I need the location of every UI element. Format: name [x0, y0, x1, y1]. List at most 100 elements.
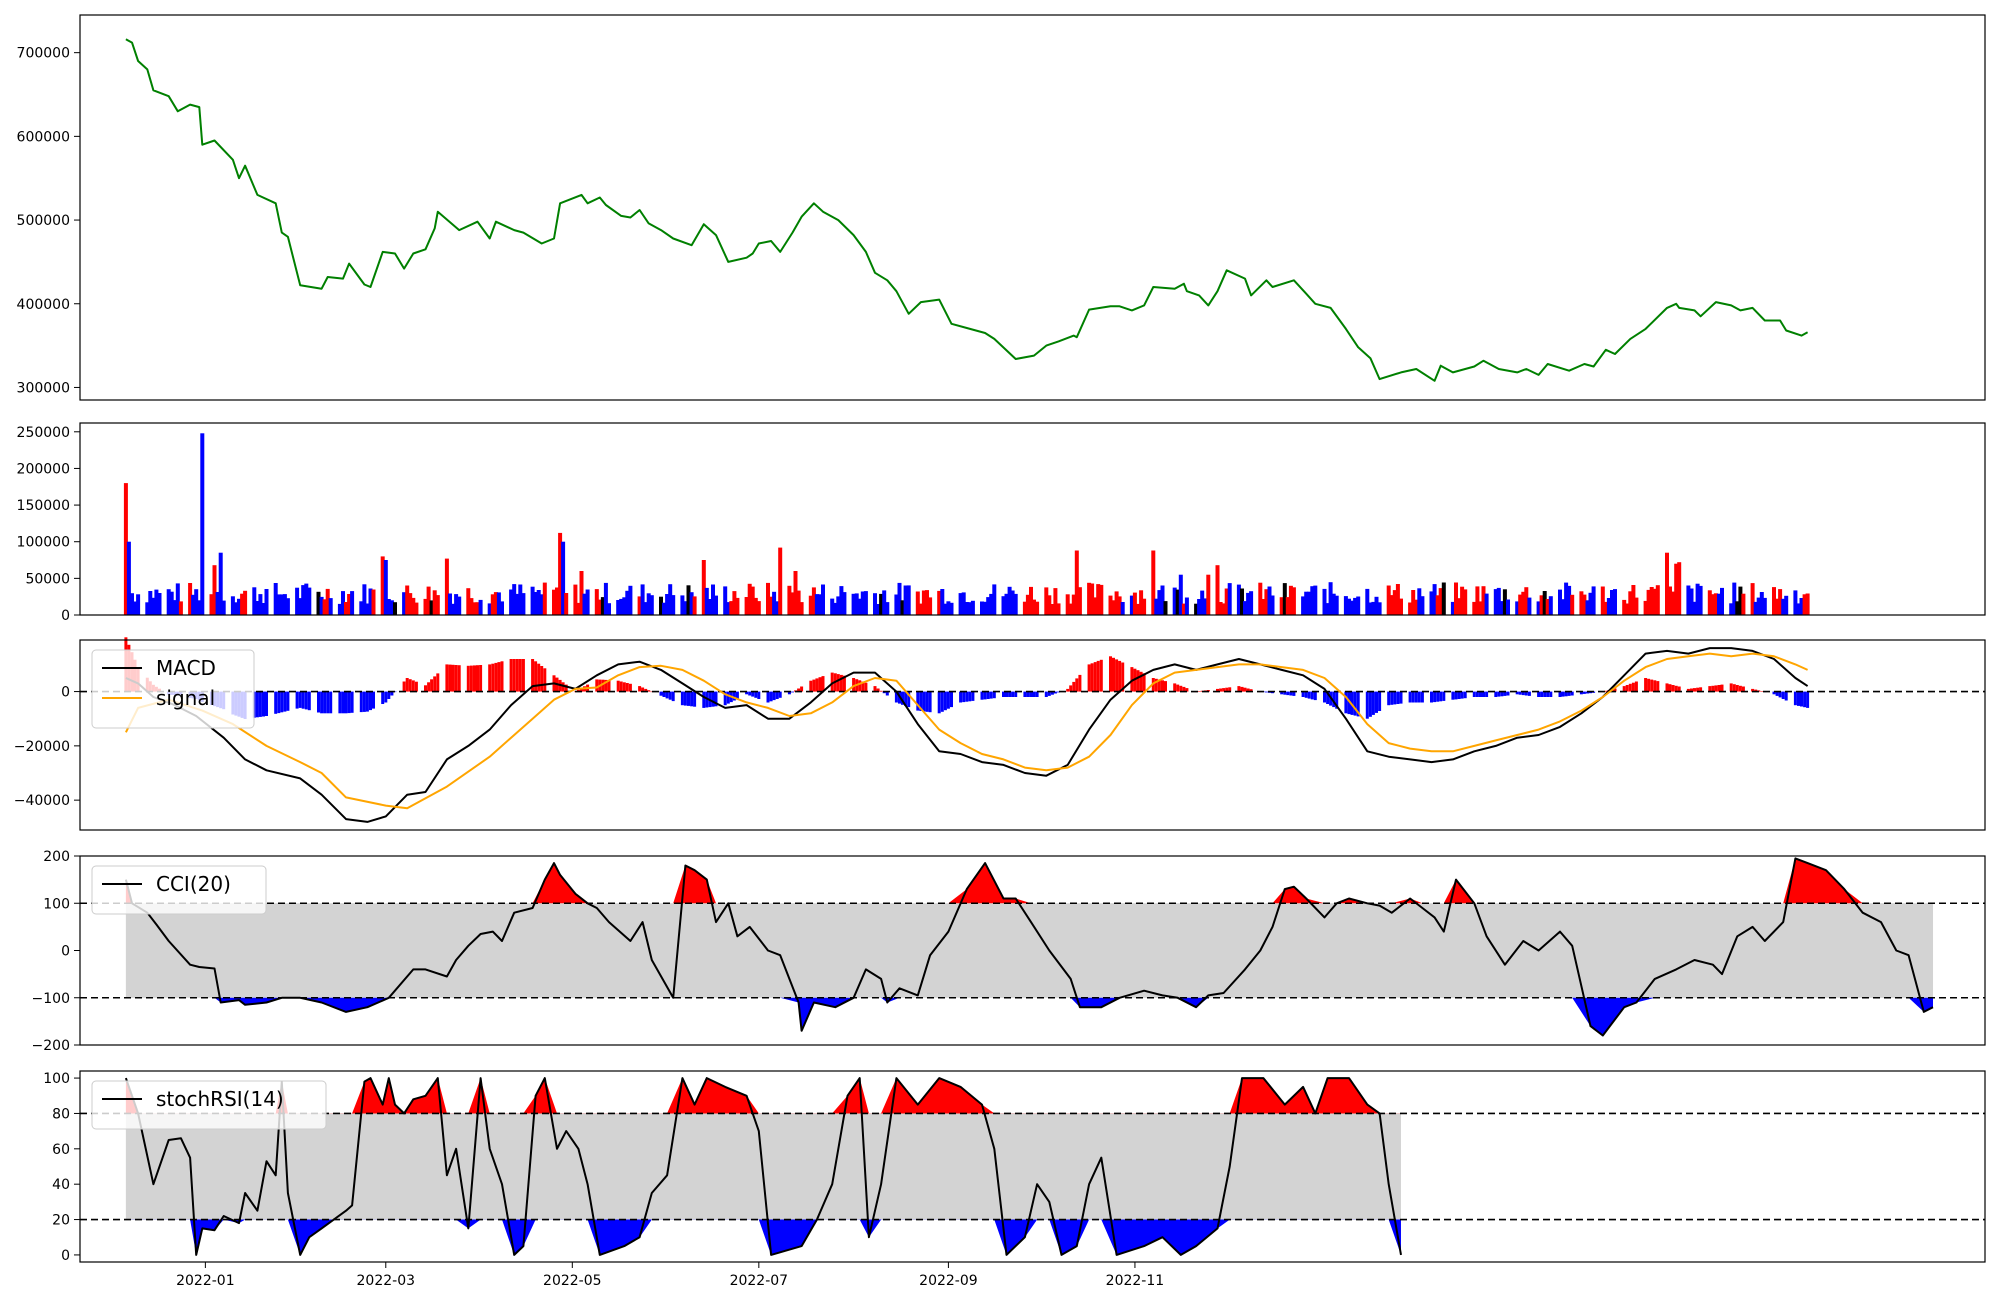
- macd-histogram-bar: [1784, 691, 1788, 701]
- volume-bar: [1022, 601, 1027, 615]
- volume-bar: [457, 596, 462, 615]
- volume-bar: [707, 599, 712, 615]
- macd-histogram-bar: [1677, 686, 1681, 692]
- macd-histogram-bar: [1754, 689, 1758, 692]
- macd-histogram-bar: [1323, 691, 1326, 703]
- macd-histogram-bar: [338, 691, 342, 714]
- volume-bar: [961, 592, 966, 615]
- macd-histogram-bar: [638, 686, 642, 692]
- macd-histogram-bar: [1002, 691, 1005, 697]
- macd-histogram-bar: [497, 662, 501, 692]
- y-tick-label: 60: [52, 1142, 70, 1158]
- volume-bar: [500, 601, 504, 615]
- macd-histogram-bar: [873, 686, 877, 692]
- macd-histogram-bar: [1668, 684, 1672, 692]
- macd-histogram-bar: [1249, 689, 1253, 692]
- y-tick-label: 100: [43, 896, 70, 912]
- volume-bar: [1310, 586, 1315, 615]
- volume-bar: [1077, 587, 1082, 615]
- volume-bar: [876, 604, 881, 615]
- macd-histogram-bar: [904, 691, 908, 706]
- volume-bar: [879, 593, 884, 615]
- macd-histogram-bar: [1112, 657, 1115, 692]
- macd-histogram-bar: [390, 691, 394, 696]
- volume-bar: [640, 584, 645, 615]
- volume-bar: [1802, 594, 1807, 615]
- macd-histogram-bar: [537, 663, 541, 692]
- macd-histogram-bar: [772, 691, 776, 701]
- volume-bar: [723, 586, 728, 615]
- volume-bar: [1353, 597, 1358, 615]
- volume-bar: [897, 582, 902, 615]
- y-tick-label: 0: [61, 944, 70, 960]
- macd-histogram-bar: [1420, 691, 1424, 703]
- volume-bar: [616, 600, 621, 615]
- volume-bar: [426, 586, 431, 615]
- volume-bar: [1438, 588, 1443, 615]
- volume-bar: [937, 590, 942, 615]
- legend-box: [91, 649, 255, 729]
- volume-bar: [873, 593, 877, 615]
- volume-bar: [1313, 585, 1318, 615]
- volume-bar: [668, 584, 673, 615]
- macd-histogram-bar: [1304, 691, 1308, 698]
- volume-bar: [906, 585, 911, 615]
- volume-bar: [1450, 601, 1455, 615]
- volume-bar: [539, 594, 544, 615]
- macd-histogram-bar: [402, 681, 406, 692]
- macd-histogram-bar: [1121, 662, 1125, 692]
- volume-bar: [1301, 596, 1306, 615]
- volume-bar: [967, 602, 972, 615]
- volume-bar: [915, 591, 920, 615]
- macd-histogram-bar: [433, 676, 437, 692]
- macd-histogram-bar: [989, 691, 993, 699]
- volume-bar: [1655, 585, 1660, 615]
- volume-bar: [1114, 591, 1119, 615]
- volume-bar: [643, 602, 648, 615]
- volume-bar: [1631, 585, 1636, 615]
- macd-histogram-bar: [1179, 685, 1183, 692]
- volume-bar: [958, 593, 963, 615]
- macd-histogram-bar: [595, 679, 599, 692]
- volume-bar: [1325, 603, 1330, 615]
- macd-histogram-bar: [1567, 691, 1571, 696]
- volume-bar: [282, 594, 287, 615]
- macd-histogram-bar: [625, 683, 629, 692]
- volume-bar: [136, 594, 141, 615]
- volume-bar: [1784, 595, 1789, 615]
- plot-area: [80, 640, 1985, 830]
- macd-histogram-bar: [1219, 688, 1223, 692]
- volume-bar: [362, 584, 367, 615]
- volume-bar: [429, 600, 434, 615]
- volume-bar: [1157, 590, 1162, 615]
- macd-histogram-bar: [344, 691, 348, 714]
- volume-bar: [261, 603, 266, 615]
- macd-histogram-bar: [1090, 663, 1094, 692]
- volume-bar: [1004, 593, 1009, 615]
- macd-histogram-bar: [1775, 691, 1779, 696]
- macd-histogram-bar: [414, 681, 418, 692]
- volume-bar: [411, 597, 416, 615]
- macd-histogram-bar: [430, 679, 434, 692]
- macd-histogram-bar: [919, 691, 923, 711]
- volume-bar: [359, 601, 364, 615]
- volume-bar: [1218, 602, 1223, 615]
- macd-histogram-bar: [1365, 691, 1369, 719]
- volume-bar: [490, 594, 495, 615]
- volume-bar: [686, 585, 691, 615]
- macd-histogram-bar: [1690, 688, 1693, 692]
- macd-histogram-bar: [1283, 691, 1287, 695]
- macd-histogram-bar: [1375, 691, 1378, 713]
- macd-histogram-bar: [1454, 691, 1458, 700]
- volume-bar: [1044, 587, 1049, 615]
- volume-bar: [576, 602, 581, 615]
- volume-bar: [1181, 603, 1186, 615]
- volume-bar: [830, 598, 835, 615]
- volume-bar: [1139, 590, 1144, 615]
- macd-histogram-bar: [1154, 678, 1158, 692]
- band-fill: [125, 1113, 1401, 1220]
- volume-bar: [1350, 600, 1354, 615]
- macd-histogram-bar: [882, 691, 886, 694]
- volume-bar: [1457, 598, 1462, 615]
- volume-bar: [750, 586, 755, 615]
